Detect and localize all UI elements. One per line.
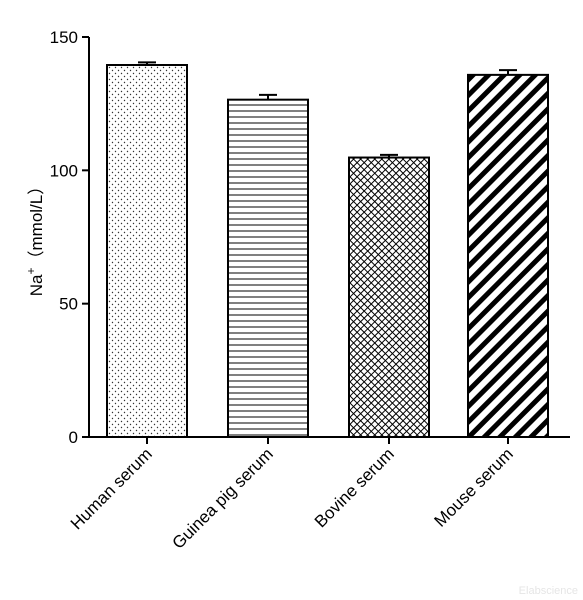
y-axis-title-main: Na — [27, 274, 46, 296]
y-axis-title-unit: （mmol/L） — [27, 178, 46, 268]
x-tick-label: Mouse serum — [431, 444, 517, 530]
bar — [348, 156, 430, 439]
y-tick-label: 150 — [50, 28, 78, 47]
bar-group — [227, 93, 309, 439]
y-tick-label: 0 — [69, 428, 78, 447]
bar-group — [348, 153, 430, 439]
y-axis-title-superscript: + — [24, 267, 38, 274]
x-tick-label: Bovine serum — [311, 444, 398, 531]
bar-group — [106, 61, 188, 438]
x-tick-labels: Human serum Guinea pig serum Bovine serum M… — [67, 437, 517, 553]
bars — [106, 61, 549, 439]
watermark: Elabscience — [519, 585, 578, 597]
bar-group — [467, 69, 549, 438]
x-tick-label: Guinea pig serum — [169, 444, 277, 552]
y-axis-title: Na+（mmol/L） — [24, 178, 46, 296]
x-tick-label: Human serum — [67, 444, 156, 533]
y-tick-label: 50 — [59, 295, 78, 314]
bar — [227, 98, 309, 439]
y-tick-label: 100 — [50, 161, 78, 180]
bar — [106, 64, 188, 438]
bar — [467, 73, 549, 438]
y-ticks: 0 50 100 150 — [50, 28, 89, 447]
